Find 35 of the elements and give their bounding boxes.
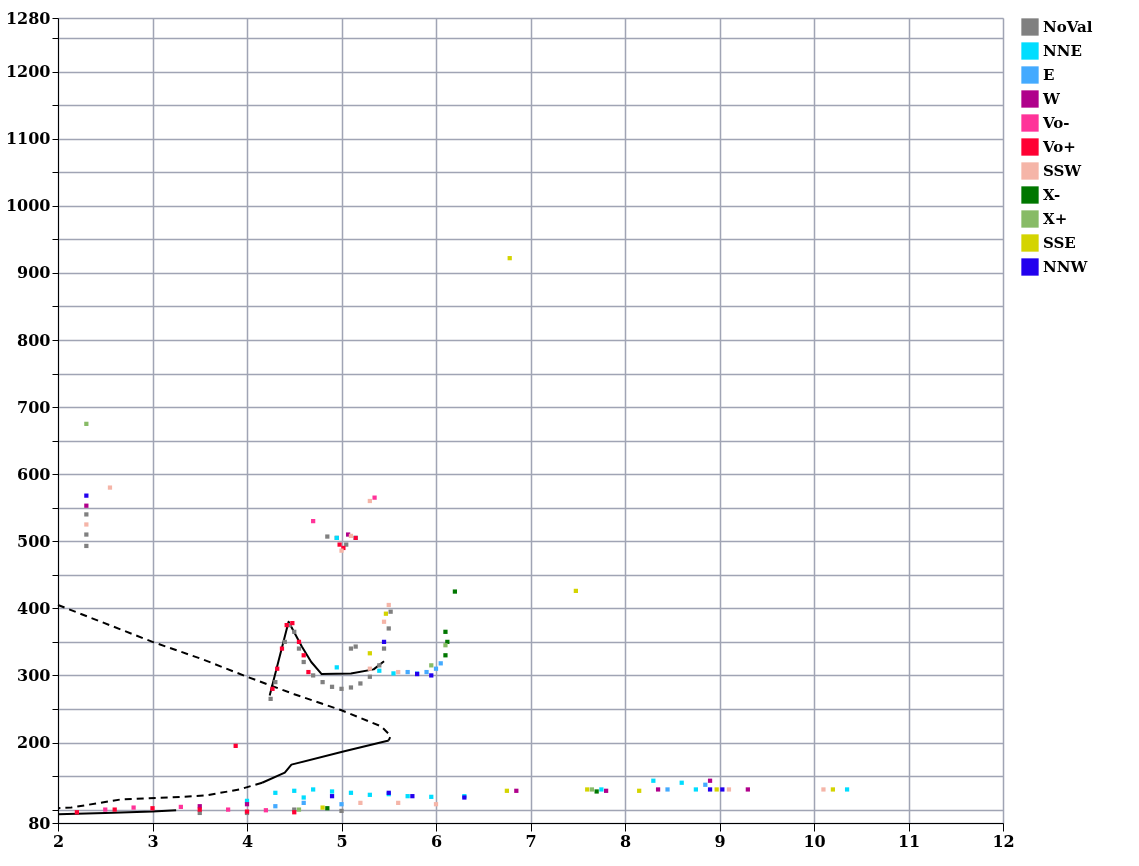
y-tick-label: 200 (17, 733, 51, 752)
y-tick-label: 700 (17, 397, 51, 417)
x-tick-label: 7 (525, 831, 537, 851)
legend-label: X- (1043, 186, 1061, 204)
legend-label: SSW (1043, 162, 1083, 180)
y-tick-label: 400 (17, 598, 51, 618)
x-tick-label: 4 (241, 831, 254, 851)
legend-label: Vo+ (1042, 138, 1076, 156)
y-tick-label: 300 (17, 665, 51, 685)
y-tick-label: 600 (17, 464, 51, 484)
y-tick-label: 900 (17, 263, 51, 283)
legend-label: E (1043, 66, 1055, 84)
legend-label: Vo- (1042, 114, 1070, 132)
legend-label: SSE (1043, 234, 1076, 252)
y-tick-label: 800 (17, 330, 51, 350)
x-tick-label: 5 (336, 831, 348, 851)
y-tick-label: 1100 (5, 129, 51, 149)
y-tick-label: 80 (28, 813, 51, 833)
legend-label: NNW (1043, 258, 1089, 276)
legend-label: X+ (1043, 210, 1068, 228)
y-tick-label: 1200 (5, 62, 51, 82)
y-tick-label: 500 (17, 531, 51, 551)
x-tick-label: 6 (430, 831, 443, 851)
y-tick-label: 1280 (5, 8, 51, 28)
y-tick-label: 1000 (5, 196, 51, 216)
x-tick-label: 11 (897, 831, 921, 851)
legend-label: W (1042, 90, 1061, 108)
legend-label: NoVal (1043, 18, 1093, 36)
x-tick-label: 2 (52, 831, 65, 851)
x-tick-label: 10 (803, 831, 826, 851)
x-tick-label: 3 (147, 831, 159, 851)
x-tick-label: 12 (992, 831, 1015, 851)
x-tick-label: 8 (619, 831, 632, 851)
legend-label: NNE (1043, 42, 1082, 60)
x-tick-label: 9 (714, 831, 726, 851)
